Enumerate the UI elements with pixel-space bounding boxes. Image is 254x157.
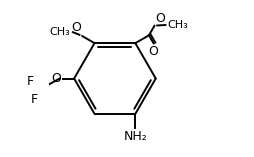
Text: F: F <box>30 93 38 106</box>
Text: O: O <box>71 21 81 34</box>
Text: F: F <box>27 75 34 88</box>
Text: O: O <box>148 45 158 58</box>
Text: O: O <box>155 12 164 25</box>
Text: CH₃: CH₃ <box>50 27 70 37</box>
Text: NH₂: NH₂ <box>123 130 147 143</box>
Text: O: O <box>51 72 61 85</box>
Text: CH₃: CH₃ <box>166 20 187 30</box>
